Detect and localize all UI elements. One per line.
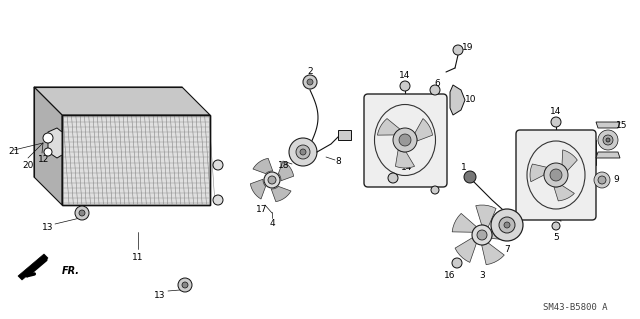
Polygon shape xyxy=(378,119,400,135)
Circle shape xyxy=(453,45,463,55)
FancyBboxPatch shape xyxy=(364,94,447,187)
Text: FR.: FR. xyxy=(62,266,80,276)
Circle shape xyxy=(472,225,492,245)
Circle shape xyxy=(178,278,192,292)
Circle shape xyxy=(44,148,52,156)
Text: 14: 14 xyxy=(399,71,411,80)
Text: 19: 19 xyxy=(462,43,474,53)
Circle shape xyxy=(289,138,317,166)
Circle shape xyxy=(213,160,223,170)
Text: 13: 13 xyxy=(42,224,54,233)
Text: 10: 10 xyxy=(465,95,477,105)
FancyBboxPatch shape xyxy=(516,130,596,220)
Circle shape xyxy=(477,230,487,240)
Circle shape xyxy=(504,222,510,228)
Polygon shape xyxy=(396,150,415,168)
Circle shape xyxy=(400,81,410,91)
Circle shape xyxy=(551,117,561,127)
Text: 2: 2 xyxy=(307,68,313,77)
Polygon shape xyxy=(476,205,496,227)
Circle shape xyxy=(550,169,562,181)
Circle shape xyxy=(598,176,606,184)
Polygon shape xyxy=(271,186,291,202)
Circle shape xyxy=(598,130,618,150)
Circle shape xyxy=(430,85,440,95)
Circle shape xyxy=(300,149,306,155)
Circle shape xyxy=(75,206,89,220)
Text: 15: 15 xyxy=(616,122,628,130)
Circle shape xyxy=(79,210,85,216)
Text: 20: 20 xyxy=(22,160,34,169)
Polygon shape xyxy=(562,150,577,171)
Text: 7: 7 xyxy=(504,246,510,255)
Circle shape xyxy=(268,176,276,184)
Circle shape xyxy=(213,195,223,205)
Polygon shape xyxy=(452,213,476,232)
Polygon shape xyxy=(48,128,62,158)
Polygon shape xyxy=(554,185,574,201)
Polygon shape xyxy=(455,238,476,263)
Polygon shape xyxy=(338,130,351,140)
Polygon shape xyxy=(278,161,294,181)
Polygon shape xyxy=(253,158,273,174)
Text: 11: 11 xyxy=(132,253,144,262)
Text: 17: 17 xyxy=(256,205,268,214)
Circle shape xyxy=(544,163,568,187)
Text: 18: 18 xyxy=(278,161,290,170)
Circle shape xyxy=(393,128,417,152)
Text: 13: 13 xyxy=(154,291,166,300)
Polygon shape xyxy=(62,115,210,205)
Circle shape xyxy=(603,135,613,145)
Circle shape xyxy=(43,133,53,143)
Circle shape xyxy=(499,217,515,233)
Text: 16: 16 xyxy=(444,271,456,279)
Circle shape xyxy=(452,258,462,268)
Circle shape xyxy=(606,138,610,142)
Text: 4: 4 xyxy=(269,219,275,228)
Text: 14: 14 xyxy=(550,108,562,116)
Polygon shape xyxy=(18,254,48,280)
Text: 8: 8 xyxy=(335,158,341,167)
Text: 6: 6 xyxy=(434,79,440,88)
Circle shape xyxy=(594,172,610,188)
Text: 3: 3 xyxy=(479,271,485,279)
Circle shape xyxy=(307,79,313,85)
Polygon shape xyxy=(482,243,504,265)
Polygon shape xyxy=(415,119,433,141)
Circle shape xyxy=(431,186,439,194)
Text: 9: 9 xyxy=(613,175,619,184)
Circle shape xyxy=(303,75,317,89)
Circle shape xyxy=(464,171,476,183)
Circle shape xyxy=(296,145,310,159)
Polygon shape xyxy=(596,152,620,158)
Circle shape xyxy=(182,282,188,288)
Polygon shape xyxy=(596,122,620,128)
Circle shape xyxy=(399,134,411,146)
Polygon shape xyxy=(530,164,547,182)
Circle shape xyxy=(552,222,560,230)
Circle shape xyxy=(388,173,398,183)
Text: 14: 14 xyxy=(401,164,413,173)
Text: SM43-B5800 A: SM43-B5800 A xyxy=(543,303,607,313)
Polygon shape xyxy=(450,85,465,115)
Polygon shape xyxy=(492,220,512,240)
Text: 12: 12 xyxy=(38,154,50,164)
Polygon shape xyxy=(34,87,62,205)
Text: 1: 1 xyxy=(461,162,467,172)
Circle shape xyxy=(491,209,523,241)
Text: 5: 5 xyxy=(553,234,559,242)
Circle shape xyxy=(264,172,280,188)
Text: 21: 21 xyxy=(8,147,20,157)
Polygon shape xyxy=(250,179,266,199)
Polygon shape xyxy=(34,87,210,115)
